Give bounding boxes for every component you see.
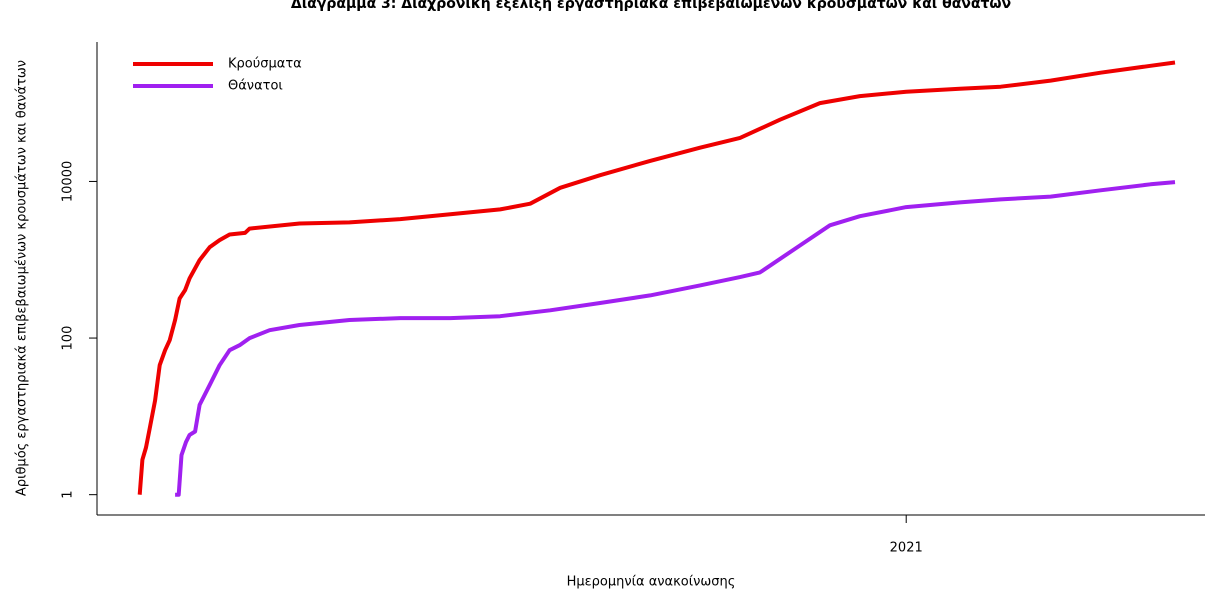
data-line	[137, 60, 1176, 495]
y-tick-label: 1	[61, 491, 76, 499]
x-axis-label: Ημερομηνία ανακοίνωσης	[567, 575, 736, 590]
chart-title: Διάγραμμα 3: Διαχρονική εξέλιξη εργαστηρ…	[291, 0, 1011, 12]
data-line	[175, 180, 1176, 497]
x-tick-label: 2021	[890, 541, 923, 556]
y-tick-label: 10000	[61, 161, 76, 202]
legend-label: Κρούσματα	[228, 57, 302, 72]
legend-label: Θάνατοι	[228, 79, 283, 94]
y-axis-label: Αριθμός εργαστηριακά επιβεβαιωμένων κρου…	[15, 60, 30, 496]
y-tick-label: 100	[61, 326, 76, 351]
